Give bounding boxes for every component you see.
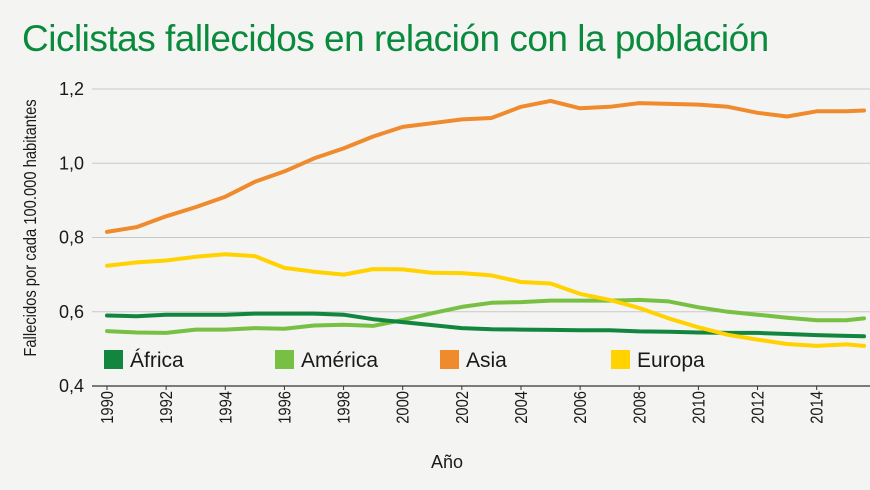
x-tick-label: 1990 — [98, 391, 118, 424]
y-tick-label: 0,6 — [59, 302, 84, 322]
x-tick-label: 2008 — [630, 391, 650, 424]
chart-title: Ciclistas fallecidos en relación con la … — [22, 18, 769, 59]
x-tick-label: 1998 — [334, 391, 354, 424]
x-axis-title: Año — [431, 452, 463, 472]
y-tick-label: 0,4 — [59, 376, 84, 396]
series-lines — [105, 98, 866, 348]
y-tick-labels: 0,4 0,6 0,8 1,0 1,2 — [59, 79, 84, 396]
legend-swatch-africa — [104, 350, 123, 369]
series-line-asia — [105, 98, 866, 234]
gridlines — [92, 88, 870, 387]
x-tick-label: 2002 — [453, 391, 473, 424]
legend-label-africa: África — [130, 349, 184, 372]
x-tick-label: 1992 — [157, 391, 177, 424]
x-tick-label: 1996 — [275, 391, 295, 424]
x-tick-labels: 1990 1992 1994 1996 1998 2000 2002 2004 2006 2008… — [98, 386, 827, 424]
y-axis-title: Fallecidos por cada 100.000 habitantes — [21, 99, 41, 356]
series-line-america — [105, 297, 866, 335]
x-tick-label: 2010 — [689, 391, 709, 424]
legend-label-asia: Asia — [466, 349, 507, 372]
y-tick-label: 0,8 — [59, 228, 84, 248]
x-tick-label: 2014 — [807, 391, 827, 424]
y-tick-label: 1,2 — [59, 79, 84, 99]
legend: África América Asia Europa — [104, 349, 705, 372]
x-tick-label: 1994 — [216, 391, 236, 424]
series-line-africa — [105, 311, 866, 339]
x-tick-label: 2004 — [512, 391, 532, 424]
x-tick-label: 2000 — [393, 391, 413, 424]
x-tick-label: 2006 — [571, 391, 591, 424]
legend-swatch-asia — [440, 350, 459, 369]
x-tick-label: 2012 — [748, 391, 768, 424]
legend-swatch-america — [275, 350, 294, 369]
legend-swatch-europa — [611, 350, 630, 369]
legend-label-america: América — [301, 349, 378, 372]
legend-label-europa: Europa — [637, 349, 705, 372]
series-line-europa — [105, 252, 866, 348]
y-tick-label: 1,0 — [59, 153, 84, 173]
